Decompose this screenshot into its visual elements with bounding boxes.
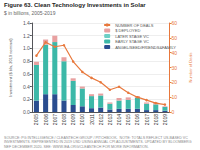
svg-text:2009: 2009 — [70, 114, 76, 125]
svg-text:0.0: 0.0 — [23, 109, 30, 115]
svg-text:ANGEL/SEED/FRIENDS&FAMILY: ANGEL/SEED/FRIENDS&FAMILY — [115, 45, 176, 50]
svg-text:INVESTMENTS. REPRESENTED IN 20: INVESTMENTS. REPRESENTED IN 2019 USD USI… — [4, 140, 192, 144]
svg-text:EARLY STAGE VC: EARLY STAGE VC — [115, 39, 149, 44]
svg-text:0: 0 — [172, 109, 175, 115]
svg-text:$ DEPLOYED: $ DEPLOYED — [115, 28, 140, 33]
svg-text:2011: 2011 — [89, 114, 95, 125]
svg-text:50: 50 — [172, 35, 178, 41]
svg-text:2005: 2005 — [33, 114, 39, 125]
svg-text:2017: 2017 — [144, 114, 150, 125]
svg-text:2015: 2015 — [125, 114, 131, 125]
svg-text:0.6: 0.6 — [23, 71, 30, 77]
svg-text:2007: 2007 — [52, 114, 58, 125]
svg-text:60: 60 — [172, 20, 178, 26]
svg-text:NEF DECEMBER 2020. SEE: WWW.IE: NEF DECEMBER 2020. SEE: WWW.IEA.ORG/CLEA… — [4, 145, 149, 149]
svg-text:40: 40 — [172, 50, 178, 56]
svg-text:2013: 2013 — [107, 114, 113, 125]
svg-text:30: 30 — [172, 65, 178, 71]
svg-text:0.8: 0.8 — [23, 58, 30, 64]
svg-text:2016: 2016 — [134, 114, 140, 125]
svg-text:Investment ($ bln, 2019 nomina: Investment ($ bln, 2019 nominal) — [8, 38, 13, 97]
svg-text:1.4: 1.4 — [23, 20, 30, 26]
svg-text:2019: 2019 — [162, 114, 168, 125]
svg-text:LATER STAGE VC: LATER STAGE VC — [115, 34, 149, 39]
svg-text:Number of Deals: Number of Deals — [188, 52, 193, 82]
svg-text:0.4: 0.4 — [23, 84, 30, 90]
svg-text:2014: 2014 — [116, 114, 122, 125]
svg-text:2010: 2010 — [79, 114, 85, 125]
svg-text:0.2: 0.2 — [23, 96, 30, 102]
svg-text:1.2: 1.2 — [23, 33, 30, 39]
svg-text:Figure 63. Clean Technology In: Figure 63. Clean Technology Investments … — [4, 2, 146, 8]
svg-text:10: 10 — [172, 94, 178, 100]
svg-text:SOURCE: PG INTELLIGENCE / CLEA: SOURCE: PG INTELLIGENCE / CLEANTECH GROU… — [4, 136, 189, 140]
svg-text:20: 20 — [172, 79, 178, 85]
svg-text:1.0: 1.0 — [23, 45, 30, 51]
svg-text:2012: 2012 — [98, 114, 104, 125]
svg-text:$ in billions, 2005-2019: $ in billions, 2005-2019 — [4, 10, 56, 16]
svg-text:2018: 2018 — [153, 114, 159, 125]
svg-text:NUMBER OF DEALS: NUMBER OF DEALS — [115, 23, 154, 28]
svg-text:2006: 2006 — [43, 114, 49, 125]
svg-text:2008: 2008 — [61, 114, 67, 125]
